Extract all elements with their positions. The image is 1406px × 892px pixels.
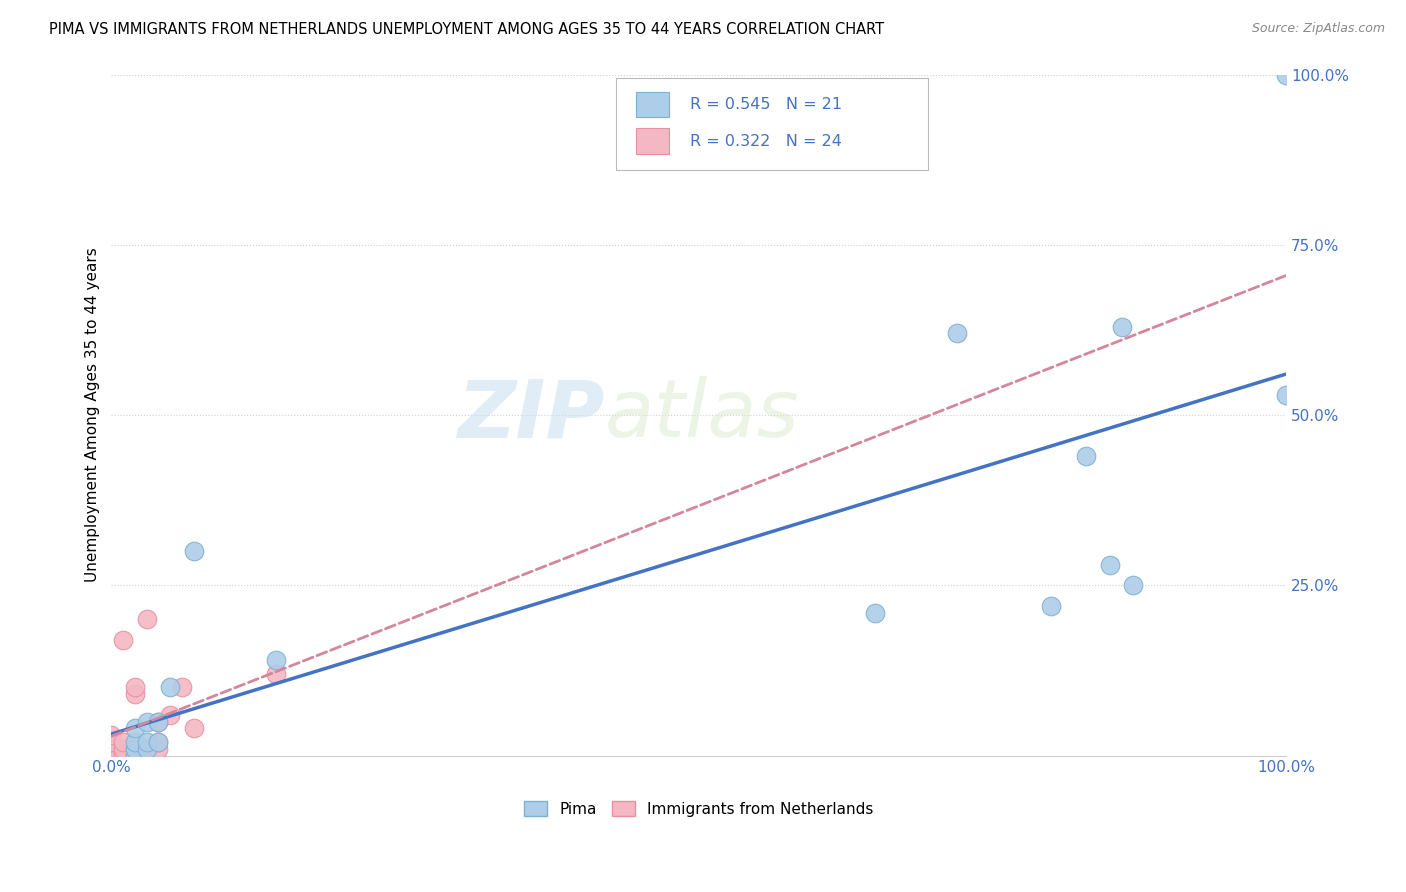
Point bbox=[124, 741, 146, 756]
Point bbox=[159, 681, 181, 695]
Text: ZIP: ZIP bbox=[457, 376, 605, 454]
Point bbox=[100, 748, 122, 763]
Point bbox=[112, 735, 135, 749]
Point bbox=[112, 741, 135, 756]
Y-axis label: Unemployment Among Ages 35 to 44 years: Unemployment Among Ages 35 to 44 years bbox=[86, 248, 100, 582]
Point bbox=[124, 735, 146, 749]
Text: R = 0.545   N = 21: R = 0.545 N = 21 bbox=[690, 97, 842, 112]
Point bbox=[264, 666, 287, 681]
Point bbox=[100, 748, 122, 763]
Point bbox=[1040, 599, 1063, 613]
Point bbox=[124, 748, 146, 763]
Point bbox=[170, 681, 193, 695]
Point bbox=[100, 728, 122, 742]
Point bbox=[100, 735, 122, 749]
Text: PIMA VS IMMIGRANTS FROM NETHERLANDS UNEMPLOYMENT AMONG AGES 35 TO 44 YEARS CORRE: PIMA VS IMMIGRANTS FROM NETHERLANDS UNEM… bbox=[49, 22, 884, 37]
Point bbox=[148, 735, 170, 749]
Point bbox=[100, 741, 122, 756]
Point bbox=[135, 612, 157, 626]
Text: atlas: atlas bbox=[605, 376, 800, 454]
FancyBboxPatch shape bbox=[637, 128, 669, 154]
Point bbox=[124, 741, 146, 756]
Point bbox=[183, 722, 205, 736]
Point bbox=[1275, 387, 1298, 401]
FancyBboxPatch shape bbox=[616, 78, 928, 169]
Legend: Pima, Immigrants from Netherlands: Pima, Immigrants from Netherlands bbox=[517, 795, 879, 822]
Point bbox=[124, 748, 146, 763]
Point bbox=[1275, 68, 1298, 82]
Point bbox=[100, 741, 122, 756]
FancyBboxPatch shape bbox=[637, 92, 669, 118]
Point bbox=[112, 748, 135, 763]
Point bbox=[135, 741, 157, 756]
Point bbox=[946, 326, 969, 341]
Point bbox=[183, 544, 205, 558]
Point bbox=[148, 714, 170, 729]
Point bbox=[1098, 558, 1121, 572]
Point bbox=[124, 722, 146, 736]
Text: R = 0.322   N = 24: R = 0.322 N = 24 bbox=[690, 134, 842, 149]
Point bbox=[264, 653, 287, 667]
Text: Source: ZipAtlas.com: Source: ZipAtlas.com bbox=[1251, 22, 1385, 36]
Point bbox=[112, 632, 135, 647]
Point bbox=[135, 735, 157, 749]
Point bbox=[148, 741, 170, 756]
Point bbox=[135, 741, 157, 756]
Point bbox=[863, 606, 886, 620]
Point bbox=[159, 707, 181, 722]
Point bbox=[1076, 449, 1098, 463]
Point bbox=[148, 714, 170, 729]
Point bbox=[100, 735, 122, 749]
Point bbox=[124, 687, 146, 701]
Point bbox=[148, 735, 170, 749]
Point bbox=[135, 714, 157, 729]
Point bbox=[124, 681, 146, 695]
Point bbox=[1111, 319, 1133, 334]
Point bbox=[1122, 578, 1144, 592]
